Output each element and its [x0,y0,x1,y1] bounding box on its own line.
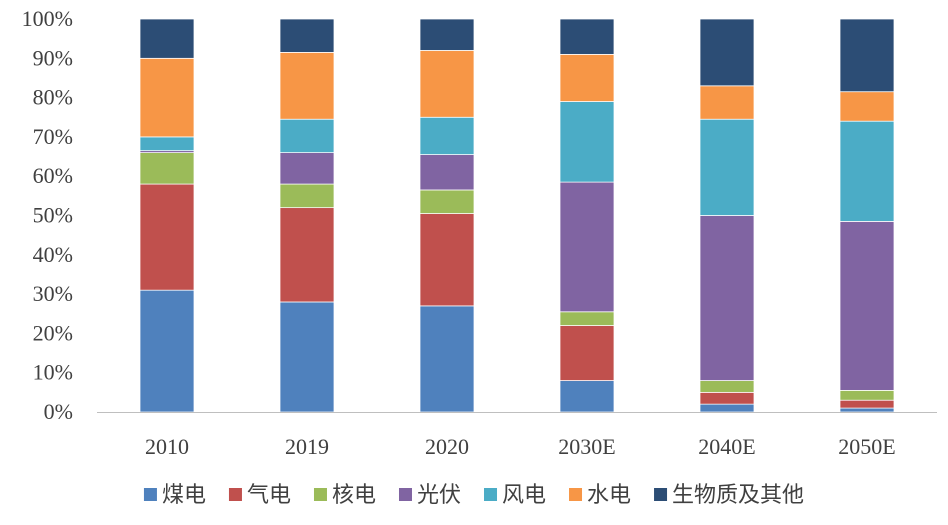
bar-segment-2030E-水电 [559,53,615,102]
legend-item-风电: 风电 [484,483,546,508]
legend-swatch [484,488,498,501]
legend-label: 煤电 [162,483,206,508]
bar-segment-2050E-风电 [839,120,895,222]
legend-label: 生物质及其他 [672,483,804,508]
bar-segment-2019-煤电 [279,301,335,413]
legend-swatch [143,488,157,501]
bar-segment-2019-生物质及其他 [279,18,335,53]
bar-segment-2030E-气电 [559,325,615,381]
bar-segment-2050E-煤电 [839,407,895,413]
bar-segment-2010-风电 [139,136,195,152]
y-tick-label: 60% [33,163,73,188]
bar-segment-2030E-生物质及其他 [559,18,615,55]
y-tick-label: 70% [33,124,73,149]
legend-swatch [569,488,583,501]
bar-segment-2010-生物质及其他 [139,18,195,59]
y-tick-label: 80% [33,85,73,110]
bar-segment-2040E-光伏 [699,215,755,381]
x-tick-label: 2010 [145,434,189,459]
legend-item-生物质及其他: 生物质及其他 [654,483,804,508]
legend-item-煤电: 煤电 [143,483,206,508]
bar-group-2040E [699,18,755,413]
x-tick-label: 2020 [425,434,469,459]
y-tick-label: 0% [44,399,73,424]
bar-segment-2020-风电 [419,116,475,155]
bar-segment-2040E-核电 [699,380,755,393]
bar-group-2050E [839,18,895,413]
bar-group-2019 [279,18,335,413]
x-axis: 2010 2019 2020 2030E 2040E 2050E [145,434,896,459]
bar-group-2010 [139,18,195,413]
x-tick-label: 2019 [285,434,329,459]
bar-segment-2040E-风电 [699,118,755,216]
bar-group-2030E [559,18,615,413]
x-tick-label: 2050E [838,434,895,459]
bar-segment-2040E-煤电 [699,403,755,413]
bar-segment-2010-核电 [139,152,195,185]
bar-segment-2020-水电 [419,50,475,118]
bar-segment-2020-煤电 [419,305,475,413]
legend-item-光伏: 光伏 [398,483,461,508]
legend-label: 光伏 [417,483,461,508]
legend-label: 水电 [587,483,631,508]
y-tick-label: 50% [33,203,73,228]
bar-segment-2020-生物质及其他 [419,18,475,51]
bar-segment-2019-风电 [279,118,335,153]
legend-swatch [654,488,668,501]
bar-segment-2019-气电 [279,207,335,303]
y-tick-label: 10% [33,360,73,385]
x-tick-label: 2040E [698,434,755,459]
bar-group-2020 [419,18,475,413]
bar-segment-2019-水电 [279,52,335,120]
bar-segment-2050E-水电 [839,91,895,122]
bar-segment-2030E-风电 [559,101,615,183]
bar-segment-2020-气电 [419,213,475,307]
y-tick-label: 30% [33,281,73,306]
legend-label: 风电 [502,483,546,508]
bar-segment-2019-核电 [279,183,335,209]
y-axis: 0% 10% 20% 30% 40% 50% 60% 70% 80% 90% 100% [22,6,73,424]
y-tick-label: 20% [33,320,73,345]
legend-item-气电: 气电 [228,483,291,508]
x-tick-label: 2030E [558,434,615,459]
legend-swatch [228,488,242,501]
bar-segment-2020-核电 [419,189,475,214]
bar-segment-2050E-生物质及其他 [839,18,895,93]
bar-segment-2040E-气电 [699,391,755,405]
y-tick-label: 40% [33,242,73,267]
legend-item-核电: 核电 [313,483,376,508]
legend: 煤电 气电 核电 光伏 风电 水电 生物质及其他 [143,483,804,508]
bar-segment-2019-光伏 [279,152,335,185]
bar-segment-2050E-光伏 [839,221,895,391]
bar-segment-2030E-煤电 [559,380,615,413]
bar-segment-2040E-生物质及其他 [699,18,755,87]
y-tick-label: 90% [33,45,73,70]
bar-segment-2050E-气电 [839,399,895,409]
bar-segment-2010-水电 [139,57,195,138]
bar-segment-2030E-光伏 [559,181,615,313]
bar-segment-2040E-水电 [699,85,755,120]
bar-segment-2010-煤电 [139,289,195,413]
bar-segment-2020-光伏 [419,154,475,191]
legend-label: 核电 [332,483,376,508]
legend-item-水电: 水电 [569,483,631,508]
bars-layer [139,18,895,413]
legend-swatch [313,488,327,501]
y-tick-label: 100% [22,6,73,31]
legend-swatch [398,488,412,501]
bar-segment-2050E-核电 [839,390,895,401]
bar-segment-2030E-核电 [559,311,615,326]
bar-segment-2010-气电 [139,183,195,291]
legend-label: 气电 [247,483,291,508]
